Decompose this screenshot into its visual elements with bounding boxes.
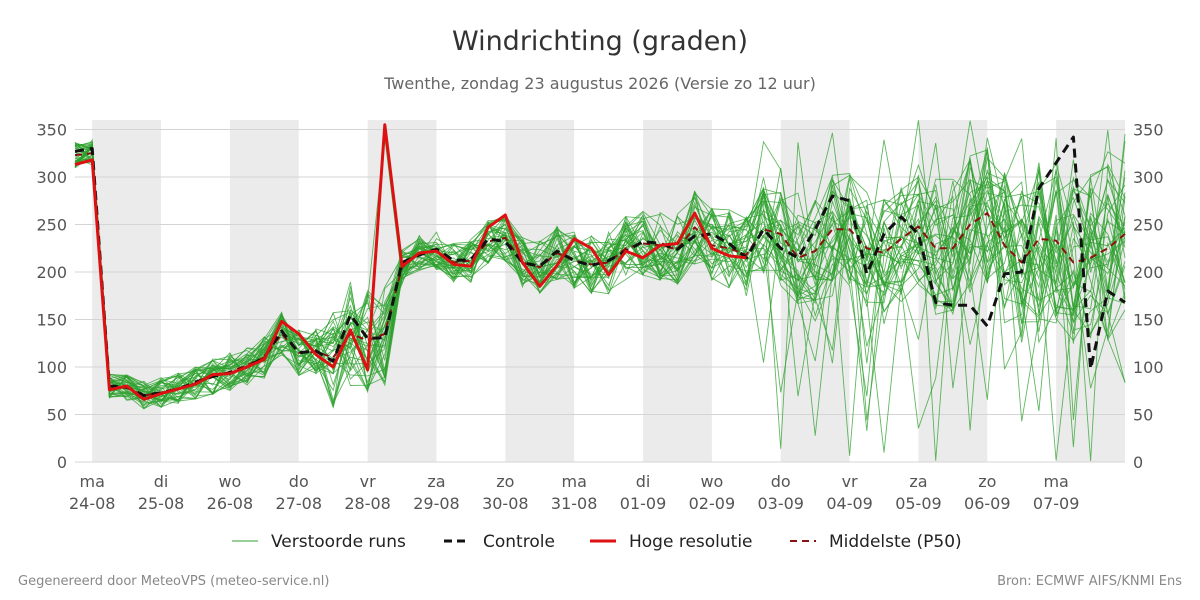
x-tick-date: 02-09 bbox=[689, 494, 736, 513]
x-tick-weekday: zo bbox=[496, 472, 514, 491]
ensemble-lines bbox=[74, 120, 1126, 462]
ensemble-run-line bbox=[74, 147, 1126, 401]
y-tick-label-left: 0 bbox=[57, 453, 67, 472]
main-series-lines bbox=[74, 123, 1126, 401]
y-tick-label-left: 250 bbox=[36, 216, 67, 235]
x-tick-date: 26-08 bbox=[207, 494, 254, 513]
x-tick-date: 31-08 bbox=[551, 494, 598, 513]
ensemble-run-line bbox=[74, 145, 1126, 396]
x-tick-weekday: di bbox=[154, 472, 169, 491]
y-tick-label-right: 350 bbox=[1133, 121, 1164, 140]
shaded-band bbox=[643, 120, 712, 462]
legend-label-control: Controle bbox=[483, 532, 555, 552]
x-tick-weekday: vr bbox=[842, 472, 858, 491]
footer-source: Bron: ECMWF AIFS/KNMI Ens bbox=[997, 574, 1182, 589]
y-axis-left: 0 50 100 150 200 250 300 350 bbox=[36, 121, 67, 473]
median-line bbox=[74, 152, 1126, 397]
x-tick-date: 29-08 bbox=[413, 494, 460, 513]
x-tick-weekday: di bbox=[636, 472, 651, 491]
y-tick-label-left: 350 bbox=[36, 121, 67, 140]
x-tick-weekday: wo bbox=[218, 472, 241, 491]
x-tick-date: 01-09 bbox=[620, 494, 667, 513]
y-tick-label-left: 300 bbox=[36, 168, 67, 187]
x-tick-date: 03-09 bbox=[757, 494, 804, 513]
x-tick-date: 27-08 bbox=[276, 494, 323, 513]
chart-title: Windrichting (graden) bbox=[452, 26, 748, 57]
footer-generator: Gegenereerd door MeteoVPS (meteo-service… bbox=[18, 574, 329, 589]
shaded-band bbox=[367, 120, 437, 462]
x-tick-weekday: ma bbox=[1043, 472, 1068, 491]
x-tick-weekday: zo bbox=[978, 472, 996, 491]
ensemble-run-line bbox=[74, 132, 1126, 407]
legend: Verstoorde runs Controle Hoge resolutie … bbox=[232, 532, 962, 552]
x-tick-date: 28-08 bbox=[344, 494, 391, 513]
x-tick-date: 06-09 bbox=[964, 494, 1011, 513]
y-tick-label-right: 200 bbox=[1133, 263, 1164, 282]
ensemble-run-line bbox=[74, 133, 1126, 401]
legend-label-median: Middelste (P50) bbox=[829, 532, 962, 552]
y-tick-label-left: 50 bbox=[47, 406, 67, 425]
legend-label-ensemble: Verstoorde runs bbox=[271, 532, 406, 552]
x-tick-date: 04-09 bbox=[826, 494, 873, 513]
legend-item-control[interactable]: Controle bbox=[444, 532, 555, 552]
x-tick-date: 25-08 bbox=[138, 494, 185, 513]
x-tick-date: 05-09 bbox=[895, 494, 942, 513]
legend-item-median[interactable]: Middelste (P50) bbox=[790, 532, 962, 552]
y-tick-label-left: 200 bbox=[36, 263, 67, 282]
ensemble-run-line bbox=[74, 150, 1126, 399]
x-tick-date: 24-08 bbox=[69, 494, 116, 513]
y-tick-label-right: 250 bbox=[1133, 216, 1164, 235]
x-tick-weekday: ma bbox=[80, 472, 105, 491]
ensemble-run-line bbox=[74, 130, 1126, 400]
x-tick-date: 30-08 bbox=[482, 494, 529, 513]
shaded-band bbox=[229, 120, 299, 462]
ensemble-run-line bbox=[74, 138, 1126, 420]
high-resolution-line bbox=[74, 123, 747, 401]
chart-subtitle: Twenthe, zondag 23 augustus 2026 (Versie… bbox=[383, 74, 816, 93]
x-tick-date: 07-09 bbox=[1033, 494, 1080, 513]
legend-item-hres[interactable]: Hoge resolutie bbox=[590, 532, 753, 552]
y-tick-label-right: 50 bbox=[1133, 406, 1153, 425]
ensemble-run-line bbox=[74, 138, 1126, 408]
x-tick-weekday: do bbox=[289, 472, 309, 491]
x-tick-weekday: za bbox=[427, 472, 445, 491]
x-tick-weekday: wo bbox=[700, 472, 723, 491]
legend-label-hres: Hoge resolutie bbox=[629, 532, 753, 552]
legend-item-ensemble[interactable]: Verstoorde runs bbox=[232, 532, 406, 552]
y-axis-right: 0 50 100 150 200 250 300 350 bbox=[1133, 121, 1164, 473]
y-tick-label-right: 0 bbox=[1133, 453, 1143, 472]
x-tick-weekday: do bbox=[771, 472, 791, 491]
x-tick-weekday: ma bbox=[561, 472, 586, 491]
y-tick-label-left: 100 bbox=[36, 358, 67, 377]
y-tick-label-right: 150 bbox=[1133, 311, 1164, 330]
y-tick-label-right: 100 bbox=[1133, 358, 1164, 377]
x-tick-weekday: za bbox=[909, 472, 927, 491]
y-tick-label-right: 300 bbox=[1133, 168, 1164, 187]
x-axis: ma 24-08 di 25-08 wo 26-08 do 27-08 vr 28-08 za 29-… bbox=[69, 472, 1079, 513]
y-tick-label-left: 150 bbox=[36, 311, 67, 330]
x-tick-weekday: vr bbox=[360, 472, 376, 491]
